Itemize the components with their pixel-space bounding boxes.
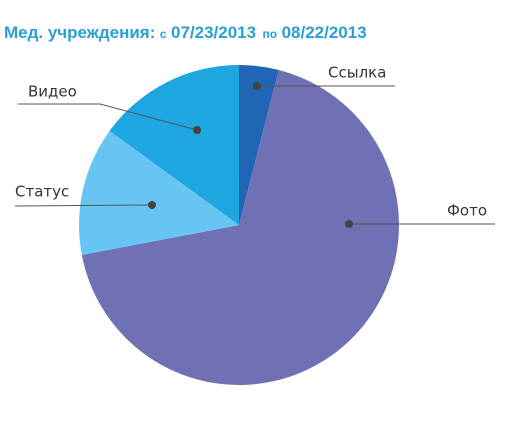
leader-line xyxy=(14,204,153,207)
leader-line xyxy=(18,103,198,131)
slice-label: Статус xyxy=(15,183,69,201)
leader-dot xyxy=(193,126,201,134)
pie-slice xyxy=(109,65,239,225)
pie-slice xyxy=(81,70,399,385)
title-date: 08/22/2013 xyxy=(282,23,367,42)
leader-dot xyxy=(148,201,156,209)
chart-title: Мед. учреждения: с 07/23/2013 по 08/22/2… xyxy=(4,23,367,42)
pie-slice xyxy=(239,65,279,225)
leader-dot xyxy=(345,220,353,228)
slice-label: Ссылка xyxy=(328,64,386,82)
slice-label: Видео xyxy=(28,83,77,101)
pie-slice xyxy=(79,130,239,255)
title-text: с xyxy=(160,27,167,41)
title-date: 07/23/2013 xyxy=(171,23,256,42)
leader-dot xyxy=(253,82,261,90)
title-text: Мед. учреждения: xyxy=(4,23,155,42)
slice-label: Фото xyxy=(447,202,487,220)
title-text: по xyxy=(263,27,278,41)
